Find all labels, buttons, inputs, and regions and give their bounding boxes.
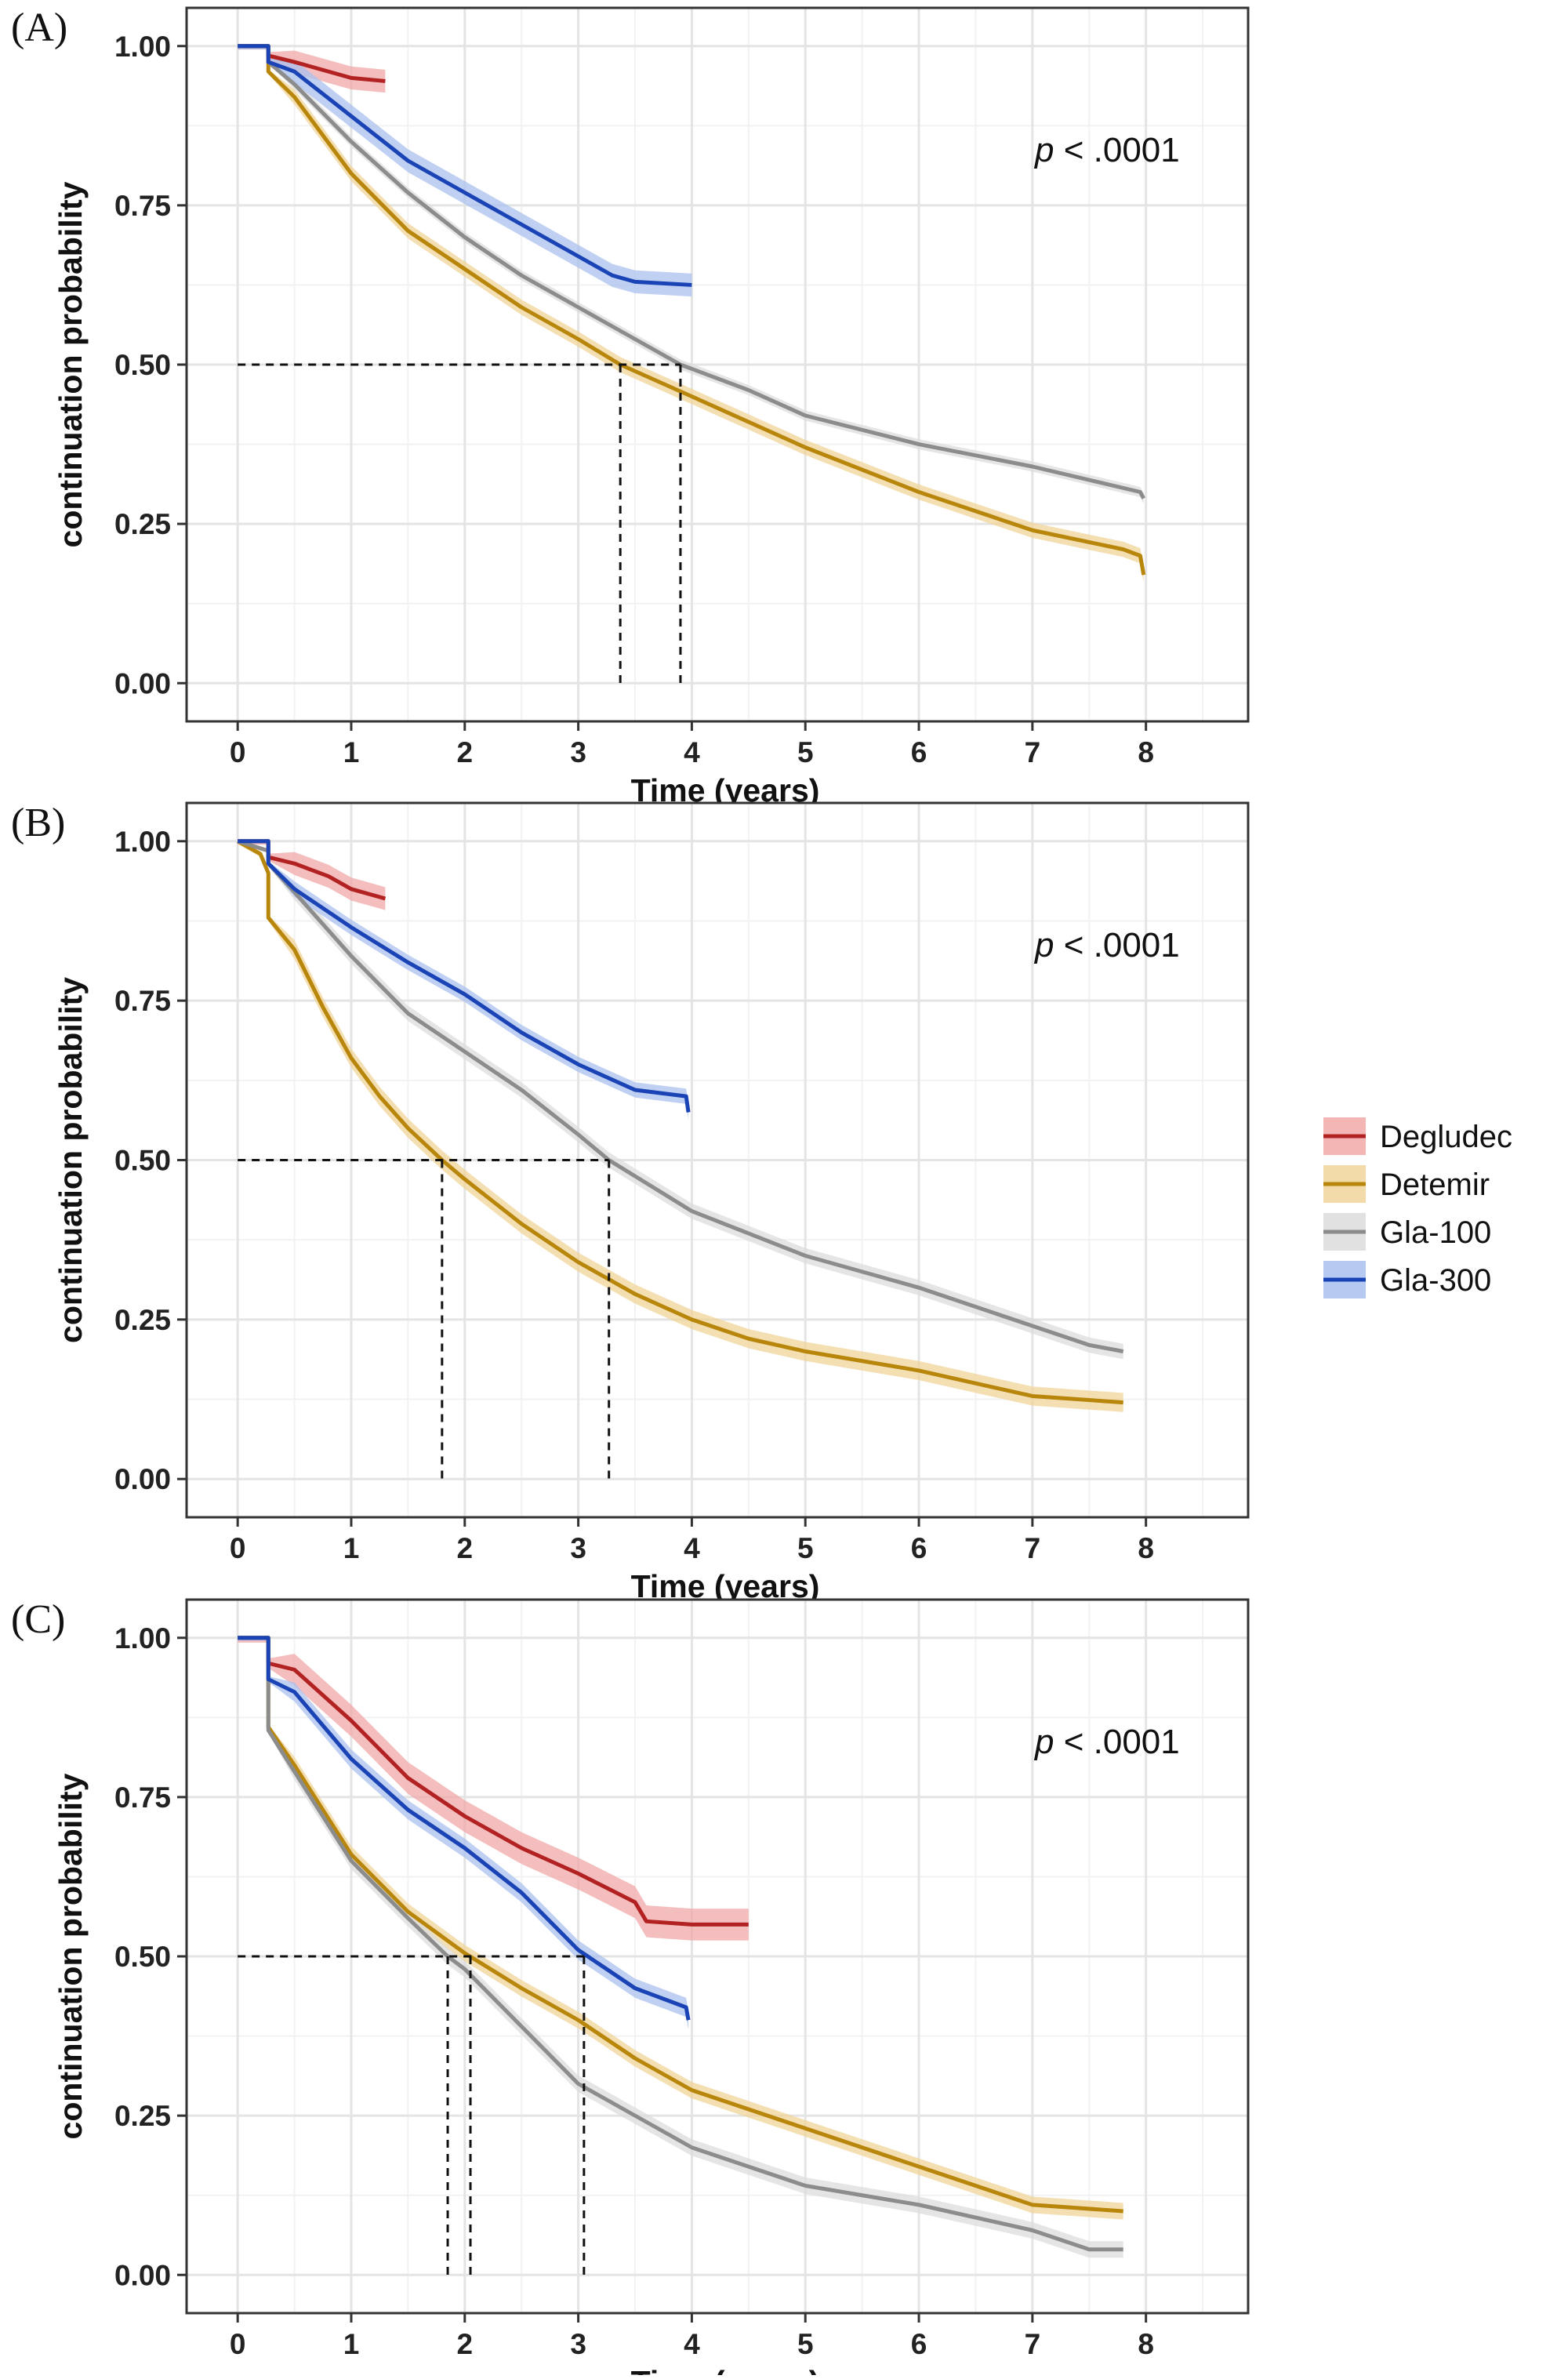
y-tick-label: 0.25 bbox=[114, 2100, 171, 2132]
x-tick-label: 7 bbox=[1025, 1532, 1041, 1564]
x-tick-label: 6 bbox=[911, 2328, 927, 2360]
x-tick-label: 1 bbox=[343, 1532, 360, 1564]
y-tick-label: 0.50 bbox=[114, 1145, 171, 1177]
series-line-detemir bbox=[238, 1636, 1123, 2214]
x-tick-label: 4 bbox=[684, 2328, 700, 2360]
x-tick-label: 7 bbox=[1025, 2328, 1041, 2360]
x-tick-label: 5 bbox=[797, 1532, 814, 1564]
p-value-annotation: p < .0001 bbox=[1033, 1723, 1180, 1761]
legend-label: Gla-300 bbox=[1380, 1263, 1491, 1298]
legend-label: Degludec bbox=[1380, 1120, 1512, 1154]
x-tick-label: 8 bbox=[1138, 2328, 1154, 2360]
panel-c: 0 1 2 3 4 5 6 7 8 0.00 0.25 0.50 0.75 1.00 Time (years… bbox=[11, 1597, 1250, 2379]
x-tick-label: 4 bbox=[684, 1532, 700, 1564]
y-tick-label: 0.75 bbox=[114, 1782, 171, 1814]
y-axis-title: continuation probability bbox=[53, 1773, 89, 2139]
x-tick-label: 3 bbox=[570, 2328, 586, 2360]
x-tick-label: 2 bbox=[457, 2328, 474, 2360]
ci-band-gla-300 bbox=[238, 45, 692, 297]
y-tick-label: 0.50 bbox=[114, 1941, 171, 1973]
y-tick-label: 0.25 bbox=[114, 508, 171, 540]
legend: Degludec Detemir Gla-100 Gla-300 bbox=[1323, 1117, 1512, 1298]
y-tick-label: 0.25 bbox=[114, 1304, 171, 1336]
y-tick-label: 1.00 bbox=[114, 1622, 171, 1654]
y-axis-title: continuation probability bbox=[53, 977, 89, 1343]
legend-item-gla-300: Gla-300 bbox=[1323, 1261, 1491, 1298]
legend-label: Detemir bbox=[1380, 1168, 1490, 1202]
y-tick-label: 0.00 bbox=[114, 1463, 171, 1495]
series-line-gla-300 bbox=[238, 839, 691, 1113]
panel-b: 0 1 2 3 4 5 6 7 8 0.00 0.25 0.50 0.75 1.00 Time (years… bbox=[11, 801, 1250, 1604]
panel-label: (A) bbox=[11, 5, 67, 50]
x-tick-label: 2 bbox=[457, 1532, 474, 1564]
legend-item-gla-100: Gla-100 bbox=[1323, 1213, 1491, 1251]
x-tick-label: 0 bbox=[230, 736, 246, 768]
x-tick-label: 5 bbox=[797, 736, 814, 768]
panel-label: (C) bbox=[11, 1597, 65, 1642]
x-tick-label: 3 bbox=[570, 736, 586, 768]
x-tick-label: 3 bbox=[570, 1532, 586, 1564]
x-tick-label: 0 bbox=[230, 1532, 246, 1564]
ci-band-detemir bbox=[238, 45, 1144, 583]
y-tick-label: 0.00 bbox=[114, 2259, 171, 2291]
x-tick-label: 0 bbox=[230, 2328, 246, 2360]
x-tick-label: 6 bbox=[911, 1532, 927, 1564]
legend-label: Gla-100 bbox=[1380, 1215, 1491, 1250]
ci-band-detemir bbox=[238, 841, 1123, 1412]
series-line-gla-300 bbox=[238, 1636, 691, 2021]
series-line-detemir bbox=[236, 839, 1123, 1405]
y-tick-label: 1.00 bbox=[114, 31, 171, 63]
x-tick-label: 4 bbox=[684, 736, 700, 768]
x-tick-label: 6 bbox=[911, 736, 927, 768]
y-tick-label: 1.00 bbox=[114, 826, 171, 858]
series-line-gla-100 bbox=[238, 44, 1145, 499]
panel-label: (B) bbox=[11, 801, 65, 845]
x-axis-title: Time (years) bbox=[631, 2364, 820, 2375]
x-tick-label: 1 bbox=[343, 2328, 360, 2360]
series-line-gla-300 bbox=[238, 44, 692, 287]
p-value-annotation: p < .0001 bbox=[1033, 926, 1180, 964]
y-tick-label: 0.75 bbox=[114, 190, 171, 222]
x-tick-label: 8 bbox=[1138, 1532, 1154, 1564]
y-axis-title: continuation probability bbox=[53, 181, 89, 547]
y-tick-label: 0.50 bbox=[114, 349, 171, 381]
series-line-gla-100 bbox=[238, 1636, 1123, 2252]
x-tick-label: 7 bbox=[1025, 736, 1041, 768]
series-line-detemir bbox=[238, 44, 1146, 576]
x-axis-title: Time (years) bbox=[631, 1568, 820, 1604]
x-tick-label: 2 bbox=[457, 736, 474, 768]
x-tick-label: 8 bbox=[1138, 736, 1154, 768]
y-tick-label: 0.75 bbox=[114, 985, 171, 1017]
x-tick-label: 1 bbox=[343, 736, 360, 768]
p-value-annotation: p < .0001 bbox=[1033, 131, 1180, 169]
legend-item-degludec: Degludec bbox=[1323, 1117, 1512, 1155]
y-tick-label: 0.00 bbox=[114, 667, 171, 699]
legend-item-detemir: Detemir bbox=[1323, 1165, 1490, 1203]
ci-band-gla-100 bbox=[238, 1637, 1123, 2258]
x-tick-label: 5 bbox=[797, 2328, 814, 2360]
